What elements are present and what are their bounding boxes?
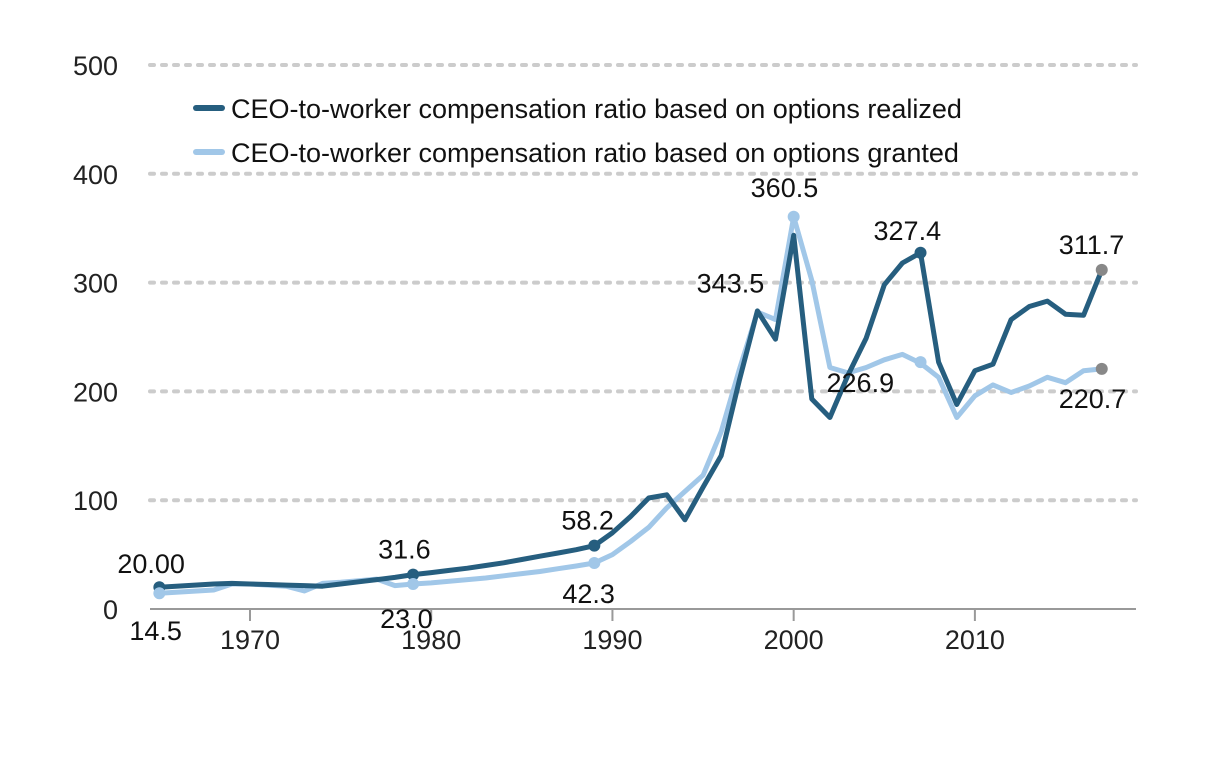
annotation-point-311.7 <box>1095 263 1108 276</box>
y-tick-label-100: 100 <box>73 486 118 516</box>
series-line-options-granted <box>156 214 1105 596</box>
y-axis-tick-labels: 0 100 200 300 400 500 <box>73 51 118 625</box>
legend-label-options-realized: CEO-to-worker compensation ratio based o… <box>231 94 962 124</box>
annotation-label-23.0: 23.0 <box>380 604 433 634</box>
annotation-point-31.6 <box>407 568 420 581</box>
y-tick-label-500: 500 <box>73 51 118 81</box>
annotation-labels: 20.00 14.5 31.6 23.0 58.2 42.3 360.5 343.5 327.4… <box>117 173 1126 646</box>
x-tick-label-1970: 1970 <box>220 625 280 655</box>
series-line-options-realized <box>156 232 1105 590</box>
y-tick-label-400: 400 <box>73 160 118 190</box>
annotation-point-327.4 <box>914 246 927 259</box>
annotation-point-58.2 <box>588 539 601 552</box>
annotation-label-226.9: 226.9 <box>827 368 895 398</box>
annotation-label-42.3: 42.3 <box>562 579 615 609</box>
y-tick-label-300: 300 <box>73 269 118 299</box>
annotation-label-360.5: 360.5 <box>751 173 819 203</box>
annotation-label-14.5: 14.5 <box>129 616 182 646</box>
y-tick-label-0: 0 <box>103 595 118 625</box>
annotation-label-58.2: 58.2 <box>561 506 614 536</box>
annotation-label-343.5: 343.5 <box>697 268 765 298</box>
x-tick-label-2010: 2010 <box>945 625 1005 655</box>
x-tick-label-1980: 1980 <box>401 625 461 655</box>
annotation-point-226.9 <box>914 356 927 369</box>
annotation-point-42.3 <box>588 556 601 569</box>
legend-label-options-granted: CEO-to-worker compensation ratio based o… <box>231 138 959 168</box>
annotation-point-14.5 <box>153 587 166 600</box>
y-tick-label-200: 200 <box>73 377 118 407</box>
annotation-points <box>153 210 1108 600</box>
annotation-point-23.0 <box>407 577 420 590</box>
x-tick-label-2000: 2000 <box>764 625 824 655</box>
legend: CEO-to-worker compensation ratio based o… <box>193 94 962 168</box>
annotation-label-327.4: 327.4 <box>874 216 942 246</box>
x-tick-label-1990: 1990 <box>582 625 642 655</box>
annotation-point-220.7 <box>1095 362 1108 375</box>
annotation-label-220.7: 220.7 <box>1059 384 1127 414</box>
gridlines <box>148 63 1138 503</box>
annotation-label-31.6: 31.6 <box>378 535 431 565</box>
x-axis-tick-labels: 1970 1980 1990 2000 2010 <box>220 609 1005 655</box>
annotation-label-311.7: 311.7 <box>1059 230 1125 260</box>
annotation-point-360.5 <box>787 210 800 223</box>
annotation-label-20.00: 20.00 <box>117 549 185 579</box>
series-lines <box>156 214 1105 596</box>
